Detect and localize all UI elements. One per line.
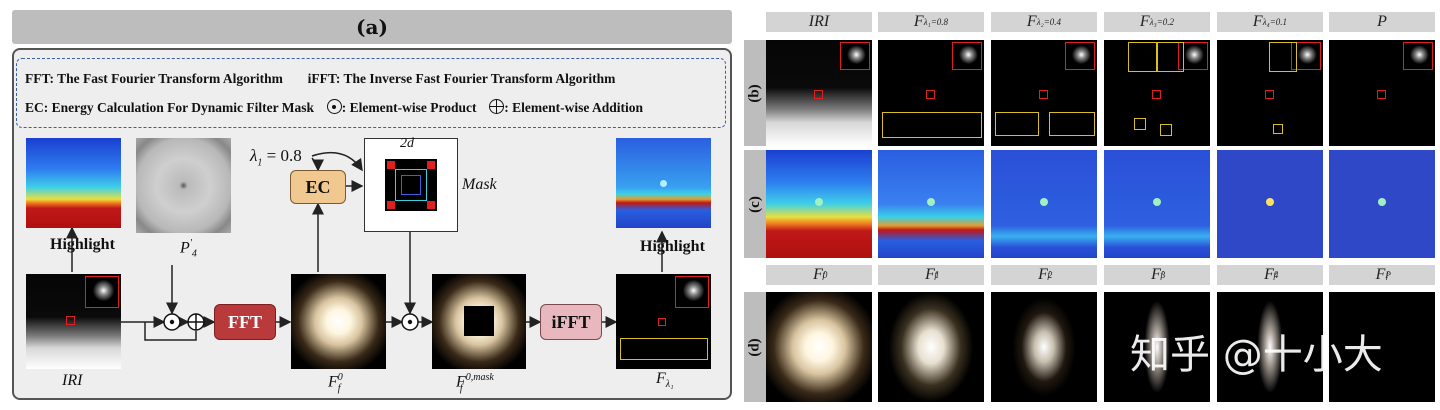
p4-image: [136, 138, 231, 233]
ff0-spectrum: [291, 274, 386, 369]
legend-line-2: EC: Energy Calculation For Dynamic Filte…: [25, 99, 643, 116]
result-image: [991, 292, 1097, 402]
column-header: P: [1329, 12, 1435, 32]
p4-label: P'4: [180, 238, 197, 260]
result-image: [991, 40, 1097, 146]
result-image: [1329, 150, 1435, 258]
result-image: [1329, 292, 1435, 402]
row-label: (b): [744, 40, 766, 146]
legend-ec: EC: Energy Calculation For Dynamic Filte…: [25, 100, 314, 115]
odot-icon: [326, 99, 342, 114]
legend-box: FFT: The Fast Fourier Transform Algorith…: [16, 58, 726, 128]
ff0-label: F0f: [328, 372, 343, 394]
panel-a-title-text: (a): [356, 15, 388, 39]
oplus-icon: [489, 99, 505, 114]
result-image: [878, 150, 984, 258]
highlight-label-left: Highlight: [50, 236, 115, 253]
legend-line-1: FFT: The Fast Fourier Transform Algorith…: [25, 71, 615, 87]
mask-label: Mask: [462, 176, 497, 193]
ec-block: EC: [290, 170, 346, 204]
result-image: [766, 292, 872, 402]
legend-addition: : Element-wise Addition: [504, 100, 643, 115]
f-lambda-label: Fλ₁: [656, 370, 674, 391]
legend-product: : Element-wise Product: [341, 100, 477, 115]
watermark-text: 知乎 @十小大: [1130, 332, 1383, 378]
result-image: [766, 40, 872, 146]
result-image: [991, 150, 1097, 258]
panel-a-connectors: [66, 152, 668, 341]
fft-block: FFT: [214, 304, 276, 340]
result-image: [1217, 150, 1323, 258]
result-image: [1104, 40, 1210, 146]
row-label: (d): [744, 292, 766, 402]
mask-image: [364, 138, 458, 232]
highlight-heatmap-left: [26, 138, 121, 228]
two-d-label: 2d: [400, 136, 414, 151]
column-header: IRI: [766, 12, 872, 32]
result-image: [1104, 150, 1210, 258]
result-image: [878, 292, 984, 402]
legend-ifft: iFFT: The Inverse Fast Fourier Transform…: [307, 71, 616, 86]
result-image: [1217, 40, 1323, 146]
highlight-label-right: Highlight: [640, 238, 705, 255]
ff0-mask-spectrum: [432, 274, 526, 369]
legend-fft: FFT: The Fast Fourier Transform Algorith…: [25, 71, 283, 86]
ifft-block: iFFT: [540, 304, 602, 340]
result-image: [1104, 292, 1210, 402]
iri-image: [26, 274, 121, 369]
result-image: [878, 40, 984, 146]
highlight-heatmap-right: [616, 138, 711, 228]
result-image: [766, 150, 872, 258]
lambda-label: λ1 = 0.8: [250, 146, 302, 169]
row-label: (c): [744, 150, 766, 258]
iri-label: IRI: [62, 372, 83, 389]
f-lambda-image: [616, 274, 711, 369]
result-image: [1217, 292, 1323, 402]
ff0-mask-label: F0,maskf: [456, 372, 494, 394]
result-image: [1329, 40, 1435, 146]
panel-a-title: (a): [12, 10, 732, 44]
